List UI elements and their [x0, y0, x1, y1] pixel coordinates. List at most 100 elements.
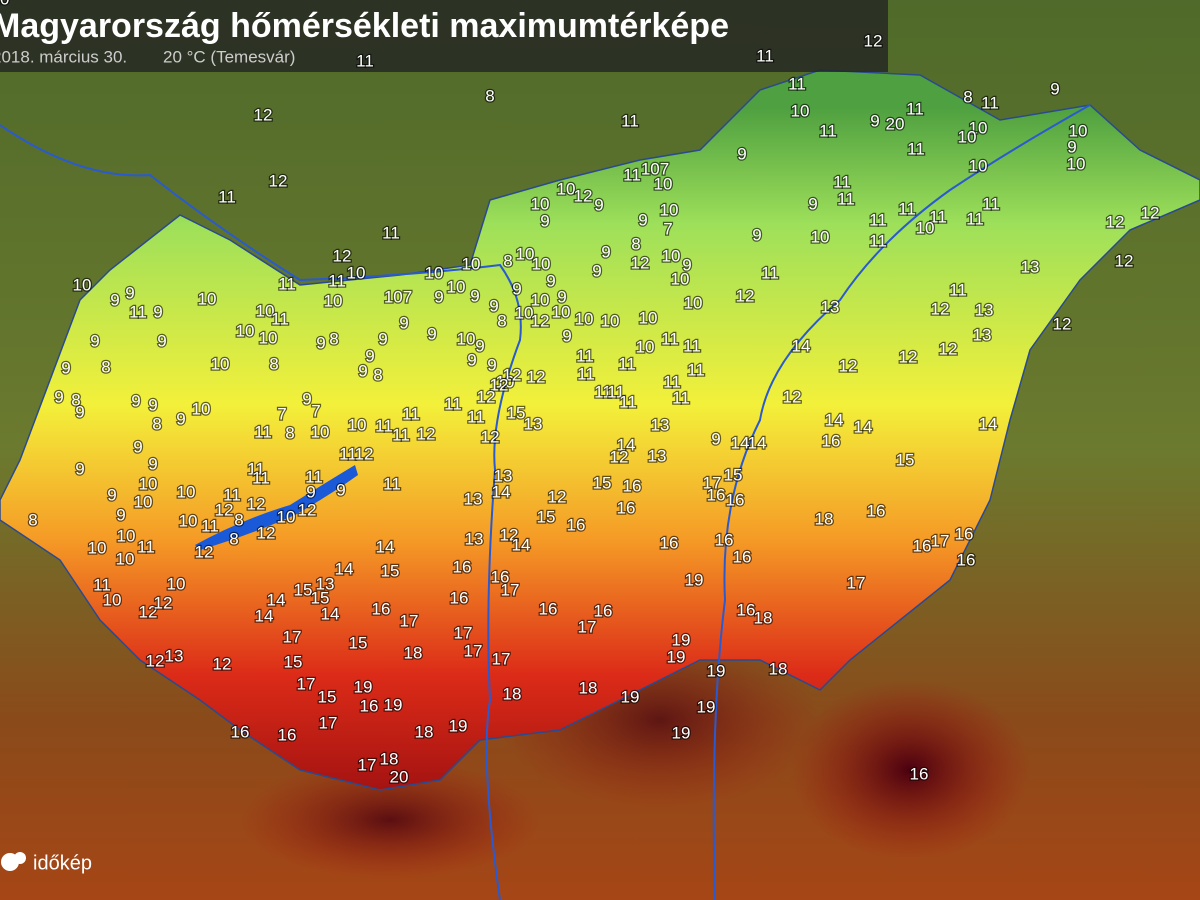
- temperature-label: 10: [684, 293, 703, 312]
- temperature-label: 9: [737, 144, 746, 163]
- temperature-label: 13: [465, 529, 484, 548]
- temperature-label: 13: [524, 414, 543, 433]
- temperature-label: 16: [617, 498, 636, 517]
- temperature-label: 10: [311, 422, 330, 441]
- temperature-label: 11: [594, 382, 612, 401]
- temperature-label: 9: [131, 391, 140, 410]
- temperature-label: 14: [376, 537, 395, 556]
- temperature-label: 9: [157, 331, 166, 350]
- temperature-label: 19: [672, 723, 691, 742]
- temperature-label: 10: [916, 218, 935, 237]
- temperature-label: 13: [821, 297, 840, 316]
- temperature-label: 8: [269, 354, 278, 373]
- temperature-label: 9: [467, 350, 476, 369]
- temperature-label: 16: [726, 490, 745, 509]
- temperature-label: 13: [651, 415, 670, 434]
- temperature-label: 14: [792, 336, 811, 355]
- temperature-label: 12: [215, 500, 234, 519]
- temperature-label: 9: [870, 111, 879, 130]
- temperature-label: 16: [733, 547, 752, 566]
- temperature-label: 12: [503, 365, 522, 384]
- temperature-label: 9: [470, 286, 479, 305]
- temperature-label: 13: [494, 466, 513, 485]
- temperature-label: 19: [449, 716, 468, 735]
- temperature-label: 9: [110, 290, 119, 309]
- temperature-label: 11: [339, 444, 357, 463]
- temperature-label: 11: [137, 537, 155, 556]
- temperature-label: 11: [402, 404, 420, 423]
- temperature-label: 16: [453, 557, 472, 576]
- temperature-label: 12: [139, 602, 158, 621]
- temperature-label: 10: [552, 302, 571, 321]
- river-danube: [0, 124, 522, 900]
- temperature-label: 107: [641, 159, 669, 178]
- temperature-label: 9: [365, 346, 374, 365]
- temperature-label: 14: [731, 433, 750, 452]
- temperature-label: 10: [1067, 154, 1086, 173]
- temperature-label: 16: [360, 696, 379, 715]
- temperature-label: 14: [335, 559, 354, 578]
- temperature-label: 12: [333, 246, 352, 265]
- temperature-label: 15: [537, 507, 556, 526]
- temperature-label: 9: [116, 505, 125, 524]
- temperature-label: 9: [316, 333, 325, 352]
- temperature-label: 10: [167, 574, 186, 593]
- temperature-label: 9: [399, 313, 408, 332]
- temperature-label: 9: [148, 395, 157, 414]
- temperature-label: 11: [966, 209, 984, 228]
- temperature-label: 11: [444, 394, 462, 413]
- temperature-label: 14: [512, 535, 531, 554]
- temperature-label: 19: [354, 677, 373, 696]
- temperature-label: 9: [302, 389, 311, 408]
- temperature-label: 19: [707, 661, 726, 680]
- temperature-label: 16: [594, 601, 613, 620]
- temperature-label: 11: [621, 111, 639, 130]
- temperature-label: 12: [213, 654, 232, 673]
- temperature-label: 19: [667, 647, 686, 666]
- temperature-label: 9: [594, 195, 603, 214]
- lake-balaton: [195, 465, 358, 550]
- temperature-label: 10: [662, 246, 681, 265]
- temperature-label: 14: [979, 414, 998, 433]
- temperature-label: 20: [390, 767, 409, 786]
- temperature-label: 14: [492, 482, 511, 501]
- temperature-label: 12: [783, 387, 802, 406]
- temperature-label: 8: [497, 311, 506, 330]
- temperature-label: 11: [898, 199, 916, 218]
- temperature-label: 11: [305, 467, 323, 486]
- temperature-label: 10: [198, 289, 217, 308]
- temperature-label: 20: [886, 114, 905, 133]
- temperature-label: 10: [532, 254, 551, 273]
- temperature-label: 12: [254, 105, 273, 124]
- temperature-label: 9: [601, 242, 610, 261]
- temperature-label: 16: [278, 725, 297, 744]
- temperature-label: 8: [285, 423, 294, 442]
- temperature-label: 10: [639, 308, 658, 327]
- temperature-label: 11: [623, 165, 641, 184]
- temperature-label: 16: [822, 431, 841, 450]
- temperature-label: 11: [819, 121, 837, 140]
- temperature-label: 16: [450, 588, 469, 607]
- temperature-label: 16: [957, 550, 976, 569]
- temperature-label: 12: [631, 253, 650, 272]
- temperature-label: 9: [61, 358, 70, 377]
- temperature-label: 12: [899, 347, 918, 366]
- temperature-label: 14: [267, 590, 286, 609]
- temperature-label: 16: [715, 530, 734, 549]
- temperature-label: 16: [660, 533, 679, 552]
- temperature-label: 10: [103, 590, 122, 609]
- temperature-label: 17: [454, 623, 473, 642]
- temperature-label: 10: [447, 277, 466, 296]
- temperature-label: 15: [724, 465, 743, 484]
- temperature-label: 9: [176, 409, 185, 428]
- temperature-label: 11: [929, 207, 947, 226]
- temperature-label: 9: [808, 194, 817, 213]
- temperature-label: 10: [601, 311, 620, 330]
- logo-icon: [1, 852, 26, 871]
- temperature-label: 9: [475, 336, 484, 355]
- temperature-label: 16: [567, 515, 586, 534]
- temperature-label: 10: [347, 263, 366, 282]
- temperature-label: 13: [973, 325, 992, 344]
